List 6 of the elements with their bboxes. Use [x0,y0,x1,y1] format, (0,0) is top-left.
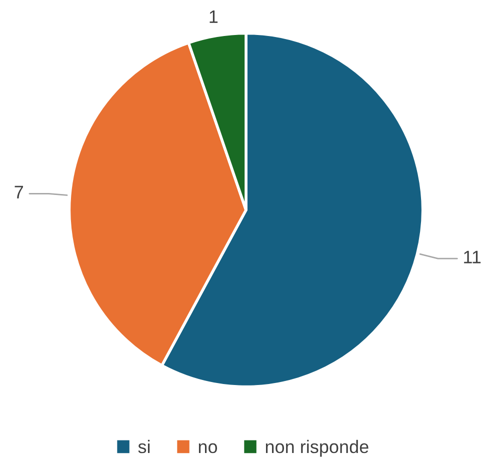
legend-label: non risponde [266,440,368,457]
data-label: 7 [14,186,24,198]
legend-label: no [198,443,218,454]
legend-label: si [138,440,150,454]
data-label: 1 [210,10,218,23]
data-label: 11 [464,250,481,264]
